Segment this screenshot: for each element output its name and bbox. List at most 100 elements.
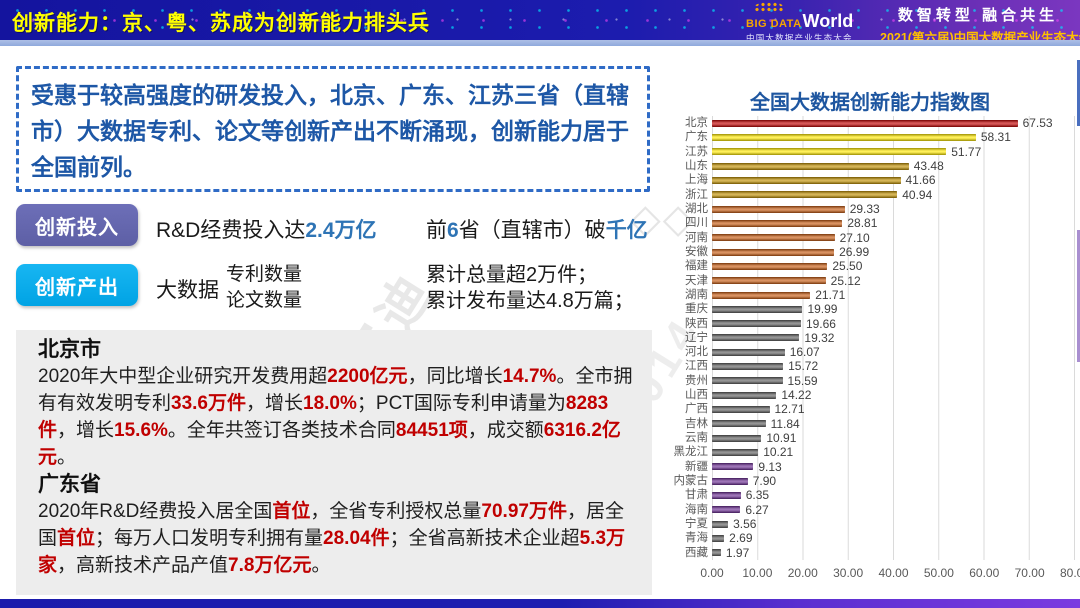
chart-bar [712, 133, 976, 141]
chart-category-label: 西藏 [685, 546, 708, 559]
chart-category-label: 山西 [685, 389, 708, 402]
chart-x-tick-label: 60.00 [969, 566, 1000, 580]
chart-bar [712, 162, 909, 170]
chart-x-tick-label: 0.00 [700, 566, 724, 580]
text-segment: 。 [57, 447, 77, 468]
text-segment: 首位 [57, 528, 96, 549]
chart-bar [712, 234, 835, 242]
chart-row: 19.66 [712, 317, 1074, 331]
innovation-output-badge: 创新产出 [16, 264, 138, 306]
chart-x-tick-label: 80.00 [1059, 566, 1080, 580]
badge-label: 创新投入 [35, 216, 119, 239]
chart-x-tick-label: 30.00 [833, 566, 864, 580]
output-results-list: 累计总量超2万件； 累计发布量达4.8万篇； [426, 262, 634, 314]
text-segment: 84451项 [395, 420, 468, 441]
chart-row: 14.22 [712, 388, 1074, 402]
text-segment: ，全省专利授权总量 [310, 501, 482, 522]
output-metrics-list: 专利数量 论文数量 [226, 262, 302, 314]
chart-category-label: 天津 [685, 274, 708, 287]
chart-bar [712, 119, 1018, 127]
text-segment: 省（直辖市）破 [458, 219, 606, 242]
bigdata-prefix-label: 大数据 [156, 279, 219, 302]
chart-category-label: 新疆 [685, 460, 708, 473]
chart-category-label: 江苏 [685, 145, 708, 158]
chart-category-label: 山东 [685, 159, 708, 172]
chart-bar [712, 248, 835, 256]
guangdong-paragraph: 2020年R&D经费投入居全国首位，全省专利授权总量70.97万件，居全国首位；… [38, 498, 638, 579]
chart-value-label: 15.72 [788, 359, 819, 374]
chart-title: 全国大数据创新能力指数图 [750, 92, 990, 114]
chart-value-label: 25.50 [832, 259, 863, 274]
result-papers-total: 累计发布量达4.8万篇； [426, 290, 634, 312]
text-segment: 14.7% [502, 366, 557, 387]
chart-x-tick-label: 10.00 [742, 566, 773, 580]
text-segment: ，居全国 [38, 501, 624, 549]
chart-row: 9.13 [712, 460, 1074, 474]
chart-row: 27.10 [712, 231, 1074, 245]
chart-category-label: 广西 [685, 403, 708, 416]
chart-category-label: 湖北 [685, 202, 708, 215]
text-segment: 千亿 [605, 219, 648, 242]
chart-bar [712, 363, 784, 371]
chart-value-label: 25.12 [830, 273, 861, 288]
top-provinces-stat: 前6省（直辖市）破千亿 [426, 214, 648, 244]
text-segment: 7.8万亿元 [228, 555, 312, 576]
chart-category-label: 江西 [685, 360, 708, 373]
chart-value-label: 15.59 [787, 373, 818, 388]
chart-value-label: 27.10 [839, 230, 870, 245]
logo-subtitle: 中国大数据产业生态大会 [746, 33, 853, 43]
chart-bar [712, 291, 811, 299]
page-title: 创新能力：京、粤、苏成为创新能力排头兵 [12, 12, 430, 35]
chart-bar [712, 492, 741, 500]
text-segment: ；每万人口发明专利拥有量 [95, 528, 324, 549]
chart-value-label: 10.21 [763, 445, 794, 460]
chart-bar [712, 320, 801, 328]
footer-bar [0, 599, 1080, 608]
chart-category-label: 河北 [685, 346, 708, 359]
chart-bar [712, 191, 898, 199]
text-segment: 18.0% [303, 393, 357, 414]
chart-x-tick-label: 20.00 [787, 566, 818, 580]
header-bar: 创新能力：京、粤、苏成为创新能力排头兵 BIG DATAWorld 中国大数据产… [0, 0, 1080, 45]
chart-bar [712, 219, 843, 227]
chart-bar [712, 205, 845, 213]
chart-value-label: 58.31 [980, 130, 1011, 145]
result-patents-total: 累计总量超2万件； [426, 264, 598, 286]
chart-row: 29.33 [712, 202, 1074, 216]
chart-value-label: 29.33 [849, 201, 880, 216]
chart-row: 67.53 [712, 116, 1074, 130]
chart-plot-area: 67.53 58.31 51.77 43.48 41.66 40.94 29.33 28.81… [712, 116, 1075, 560]
chart-category-label: 重庆 [685, 303, 708, 316]
chart-value-label: 3.56 [733, 517, 757, 532]
chart-row: 43.48 [712, 159, 1074, 173]
bigdata-world-logo: BIG DATAWorld 中国大数据产业生态大会 [746, 2, 874, 44]
chart-value-label: 11.84 [770, 416, 800, 431]
chart-category-label: 河南 [685, 231, 708, 244]
chart-row: 26.99 [712, 245, 1074, 259]
text-segment: 8283件 [38, 393, 609, 441]
chart-row: 7.90 [712, 474, 1074, 488]
slogan-text: 数智转型 融合共生 [897, 7, 1059, 24]
chart-bar [712, 148, 947, 156]
chart-row: 10.21 [712, 445, 1074, 459]
metric-papers: 论文数量 [226, 290, 303, 311]
chart-row: 25.50 [712, 259, 1074, 273]
chart-value-label: 40.94 [902, 187, 933, 202]
text-segment: ；全省高新技术企业超 [389, 528, 580, 549]
chart-category-label: 北京 [685, 117, 708, 129]
chart-row: 58.31 [712, 130, 1074, 144]
chart-value-label: 2.69 [729, 531, 753, 546]
chart-x-tick-label: 70.00 [1014, 566, 1045, 580]
chart-bar [712, 420, 766, 428]
chart-category-label: 安徽 [685, 245, 708, 258]
rd-investment-stat: R&D经费投入达2.4万亿 [156, 214, 377, 244]
guangdong-title: 广东省 [38, 473, 101, 496]
chart-category-labels: 北京 广东 江苏 山东 上海 浙江 湖北 四川 河南 安徽 福建 天津 湖南 重庆 陕西 辽宁 河北 江西 贵州 山西… [672, 116, 710, 560]
metric-patents: 专利数量 [226, 264, 303, 285]
text-segment: 70.97万件 [481, 501, 567, 522]
chart-bar [712, 305, 803, 313]
chart-row: 25.12 [712, 274, 1074, 288]
chart-category-label: 四川 [685, 217, 708, 230]
chart-bar [712, 463, 754, 471]
